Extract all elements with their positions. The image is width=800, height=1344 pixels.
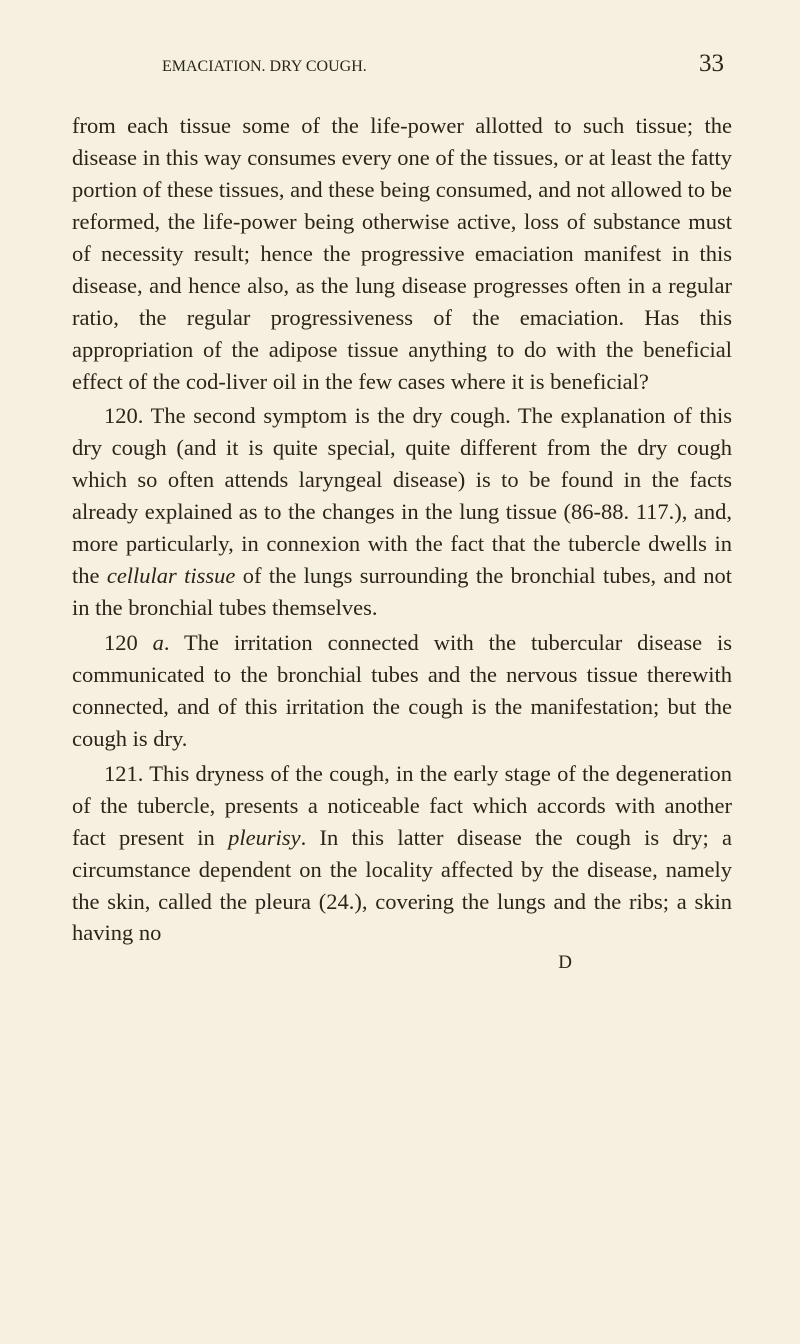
page-number: 33 xyxy=(699,50,724,78)
paragraph-3-italic-a: a xyxy=(153,630,164,655)
signature-text: D xyxy=(558,952,572,973)
header-title: EMACIATION. DRY COUGH. xyxy=(162,58,367,76)
paragraph-3-text-a: 120 xyxy=(104,630,153,655)
paragraph-2: 120. The second symptom is the dry cough… xyxy=(72,400,732,624)
paragraph-3-text-b: . The irritation connected with the tube… xyxy=(72,630,732,751)
paragraph-4: 121. This dryness of the cough, in the e… xyxy=(72,758,732,950)
signature-mark: D xyxy=(72,952,732,974)
paragraph-3: 120 a. The irritation connected with the… xyxy=(72,627,732,755)
page-container: EMACIATION. DRY COUGH. 33 from each tiss… xyxy=(0,0,800,1014)
paragraph-4-pleurisy: pleurisy xyxy=(228,825,301,850)
paragraph-1-text: from each tissue some of the life-power … xyxy=(72,113,732,394)
paragraph-2-cellular: cellular tissue xyxy=(107,563,236,588)
page-header: EMACIATION. DRY COUGH. 33 xyxy=(72,50,732,78)
paragraph-1: from each tissue some of the life-power … xyxy=(72,110,732,397)
paragraph-2-text-a: 120. The second symptom is the dry cough… xyxy=(72,403,732,588)
